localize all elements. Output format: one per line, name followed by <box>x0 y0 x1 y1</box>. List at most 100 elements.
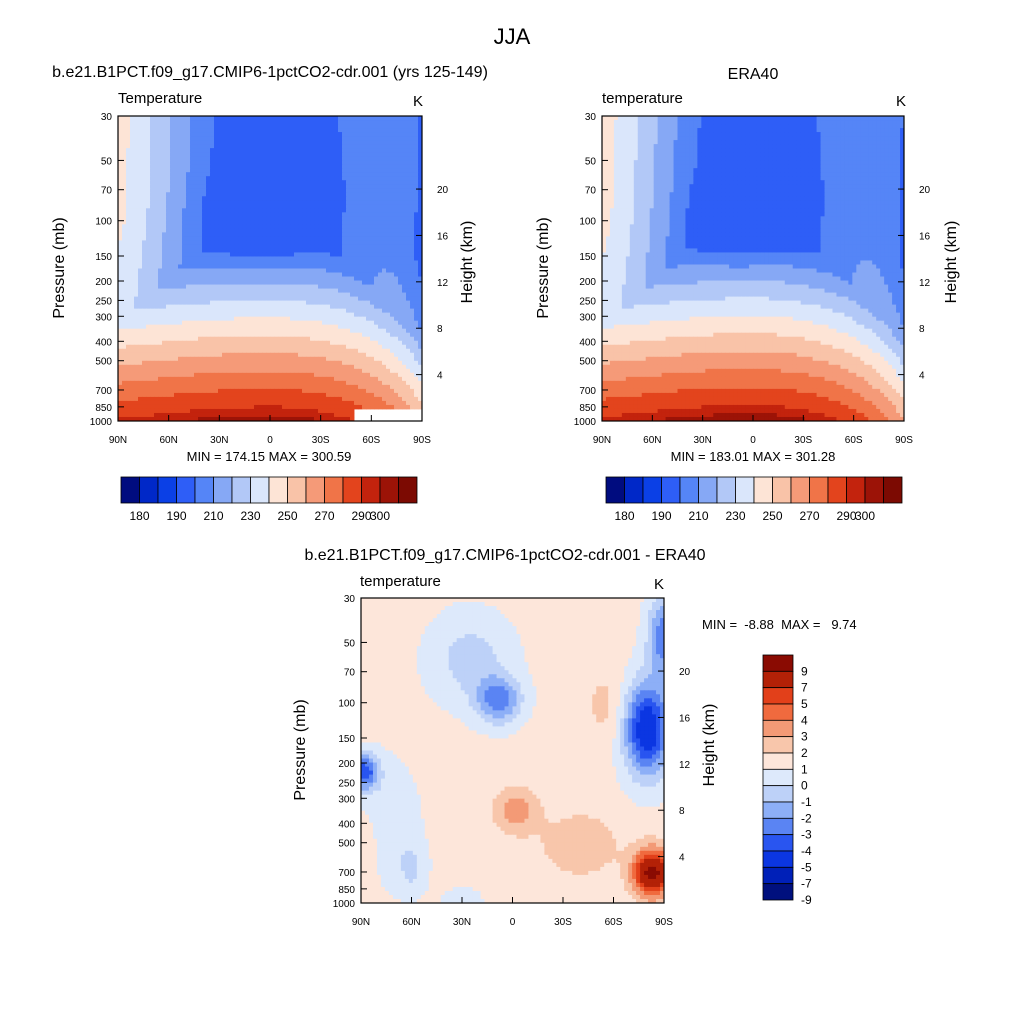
model-field-cell <box>298 244 303 249</box>
model-field-cell <box>166 148 171 153</box>
model-field-cell <box>378 164 383 169</box>
model-field-cell <box>278 188 283 193</box>
model-field-cell <box>178 220 183 225</box>
model-field-cell <box>274 316 279 322</box>
model-field-cell <box>306 164 311 169</box>
model-field-cell <box>222 268 227 273</box>
model-field-cell <box>250 124 255 129</box>
model-field-cell <box>170 164 175 169</box>
model-field-cell <box>150 196 155 201</box>
model-field-cell <box>218 208 223 213</box>
model-field-cell <box>118 320 123 326</box>
model-field-cell <box>294 232 299 237</box>
model-field-cell <box>162 180 167 185</box>
model-field-cell <box>278 292 283 298</box>
model-field-cell <box>138 180 143 185</box>
model-field-cell <box>310 280 315 285</box>
model-field-cell <box>182 364 187 370</box>
model-field-cell <box>198 192 203 197</box>
model-field-cell <box>230 140 235 145</box>
model-field-cell <box>138 148 143 153</box>
model-field-cell <box>286 152 291 157</box>
model-field-cell <box>378 212 383 217</box>
model-field-cell <box>134 168 139 173</box>
model-field-cell <box>150 140 155 145</box>
model-field-cell <box>150 252 155 257</box>
model-field-cell <box>134 328 139 334</box>
model-field-cell <box>302 168 307 173</box>
model-field-cell <box>402 336 407 342</box>
model-field-cell <box>270 324 275 330</box>
model-field-cell <box>178 352 183 358</box>
model-field-cell <box>362 236 367 241</box>
model-field-cell <box>386 272 391 277</box>
model-field-cell <box>382 272 387 277</box>
model-field-cell <box>394 160 399 165</box>
model-field-cell <box>354 228 359 233</box>
model-field-cell <box>346 188 351 193</box>
model-field-cell <box>414 260 419 265</box>
model-field-cell <box>374 164 379 169</box>
model-field-cell <box>270 252 275 257</box>
model-field-cell <box>218 216 223 221</box>
model-field-cell <box>174 360 179 366</box>
model-field-cell <box>378 324 383 330</box>
model-field-cell <box>414 160 419 165</box>
model-field-cell <box>178 184 183 189</box>
model-field-cell <box>230 144 235 149</box>
model-field-cell <box>370 252 375 257</box>
model-field-cell <box>162 148 167 153</box>
model-field-cell <box>306 284 311 290</box>
model-field-cell <box>298 316 303 322</box>
model-field-cell <box>266 372 271 378</box>
model-field-cell <box>294 236 299 241</box>
model-field-cell <box>206 276 211 281</box>
model-field-cell <box>258 376 263 382</box>
model-field-cell <box>390 200 395 205</box>
model-field-cell <box>350 364 355 370</box>
model-field-cell <box>194 116 199 121</box>
model-field-cell <box>306 152 311 157</box>
model-field-cell <box>358 300 363 306</box>
model-field-cell <box>214 256 219 261</box>
model-field-cell <box>342 356 347 362</box>
model-field-cell <box>298 348 303 354</box>
model-field-cell <box>226 356 231 362</box>
model-field-cell <box>390 208 395 213</box>
model-field-cell <box>242 256 247 261</box>
model-field-cell <box>418 368 423 374</box>
model-field-cell <box>178 212 183 217</box>
model-field-cell <box>218 372 223 378</box>
model-field-cell <box>342 144 347 149</box>
model-field-cell <box>138 340 143 346</box>
model-field-cell <box>314 120 319 125</box>
model-field-cell <box>354 256 359 261</box>
model-field-cell <box>278 140 283 145</box>
model-field-cell <box>122 248 127 253</box>
model-field-cell <box>154 196 159 201</box>
model-field-cell <box>210 232 215 237</box>
model-field-cell <box>362 192 367 197</box>
model-field-cell <box>270 212 275 217</box>
model-field-cell <box>214 132 219 137</box>
model-field-cell <box>302 196 307 201</box>
model-field-cell <box>358 148 363 153</box>
model-field-cell <box>386 204 391 209</box>
model-field-cell <box>366 224 371 229</box>
model-field-cell <box>178 268 183 273</box>
model-field-cell <box>410 280 415 285</box>
model-field-cell <box>250 224 255 229</box>
model-field-cell <box>314 216 319 221</box>
model-field-cell <box>326 296 331 302</box>
model-field-cell <box>138 224 143 229</box>
model-field-cell <box>118 256 123 261</box>
model-field-cell <box>274 284 279 290</box>
model-field-cell <box>390 192 395 197</box>
model-field-cell <box>238 240 243 245</box>
model-field-cell <box>130 120 135 125</box>
model-field-cell <box>342 320 347 326</box>
model-field-cell <box>262 120 267 125</box>
model-field-cell <box>330 236 335 241</box>
model-field-cell <box>214 140 219 145</box>
model-field-cell <box>214 116 219 121</box>
